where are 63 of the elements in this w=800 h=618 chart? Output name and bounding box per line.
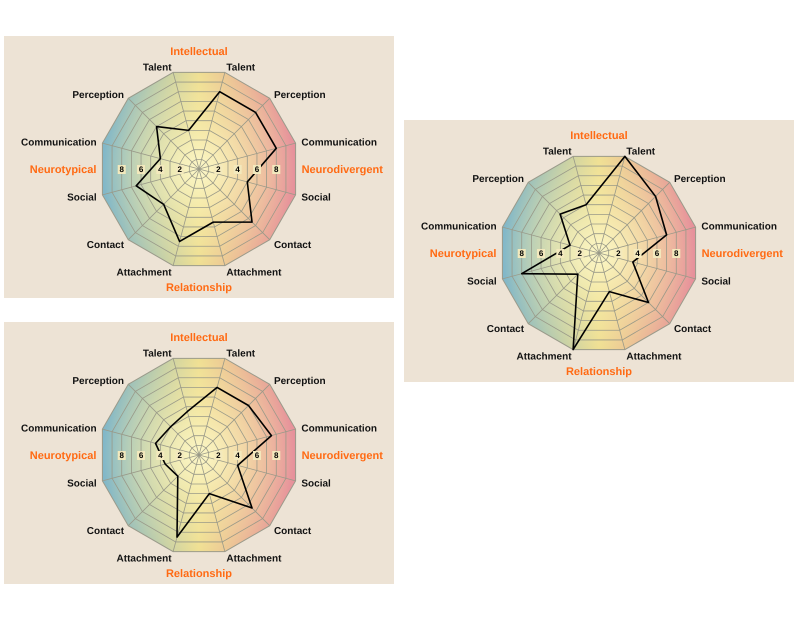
spoke-label: Perception bbox=[674, 174, 726, 186]
spoke-label: Communication bbox=[701, 222, 777, 233]
spoke-label: Perception bbox=[472, 174, 524, 186]
text: Intellectual bbox=[170, 332, 228, 344]
spoke-label: Social bbox=[301, 478, 332, 490]
spoke-label: Contact bbox=[86, 240, 125, 251]
spoke-label: Talent bbox=[626, 146, 656, 158]
spoke-label: Perception bbox=[72, 376, 124, 388]
spoke-label: Social bbox=[67, 192, 97, 204]
y-tick-label: 4 bbox=[158, 451, 164, 460]
y-tick-label: 8 bbox=[120, 451, 124, 460]
spoke-label: Talent bbox=[142, 348, 172, 360]
y-tick-label: 6 bbox=[254, 451, 260, 460]
spoke-label: Social bbox=[67, 478, 97, 490]
spoke-label: Social bbox=[301, 192, 332, 204]
spoke-label: Attachment bbox=[516, 351, 572, 362]
text: Neurotypical bbox=[430, 248, 496, 260]
y-tick-label: 8 bbox=[274, 165, 280, 174]
spoke-label: Communication bbox=[421, 222, 497, 233]
spoke-label: Communication bbox=[21, 138, 97, 149]
text: Relationship bbox=[566, 366, 632, 378]
y-tick-label: 2 bbox=[616, 249, 622, 258]
y-tick-label: 8 bbox=[120, 165, 124, 174]
spoke-label: Communication bbox=[301, 138, 377, 149]
text: Relationship bbox=[166, 282, 232, 294]
spoke-label: Talent bbox=[542, 146, 572, 158]
spoke-label: Social bbox=[467, 276, 497, 288]
spoke-label: Communication bbox=[301, 424, 377, 435]
spoke-label: Talent bbox=[226, 62, 256, 74]
text: Neurodivergent bbox=[302, 450, 384, 462]
spoke-label: Perception bbox=[274, 376, 326, 388]
spoke-label: Attachment bbox=[226, 267, 282, 278]
spoke-label: Contact bbox=[486, 324, 525, 335]
y-tick-label: 8 bbox=[674, 249, 680, 258]
y-tick-label: 8 bbox=[274, 451, 280, 460]
y-tick-label: 2 bbox=[216, 165, 222, 174]
spoke-label: Contact bbox=[86, 526, 125, 537]
spoke-label: Attachment bbox=[116, 553, 172, 564]
spoke-label: Contact bbox=[274, 240, 312, 251]
y-tick-label: 2 bbox=[216, 451, 222, 460]
text: Neurotypical bbox=[30, 450, 96, 462]
y-tick-label: 4 bbox=[558, 249, 564, 258]
spoke-label: Talent bbox=[226, 348, 256, 360]
y-tick-label: 6 bbox=[254, 165, 260, 174]
spoke-label: Perception bbox=[72, 90, 124, 102]
spoke-label: Attachment bbox=[226, 553, 282, 564]
spoke-label: Attachment bbox=[116, 267, 172, 278]
y-tick-label: 8 bbox=[520, 249, 524, 258]
spoke-label: Social bbox=[701, 276, 732, 288]
y-tick-label: 4 bbox=[158, 165, 164, 174]
spoke-label: Contact bbox=[674, 324, 712, 335]
text: Intellectual bbox=[570, 130, 628, 142]
spoke-label: Perception bbox=[274, 90, 326, 102]
spoke-label: Talent bbox=[142, 62, 172, 74]
text: Neurotypical bbox=[30, 164, 96, 176]
spoke-label: Communication bbox=[21, 424, 97, 435]
text: Neurodivergent bbox=[302, 164, 384, 176]
spoke-label: Attachment bbox=[626, 351, 682, 362]
spoke-label: Contact bbox=[274, 526, 312, 537]
text: Intellectual bbox=[170, 46, 228, 58]
y-tick-label: 6 bbox=[654, 249, 660, 258]
text: Neurodivergent bbox=[702, 248, 784, 260]
text: Relationship bbox=[166, 568, 232, 580]
